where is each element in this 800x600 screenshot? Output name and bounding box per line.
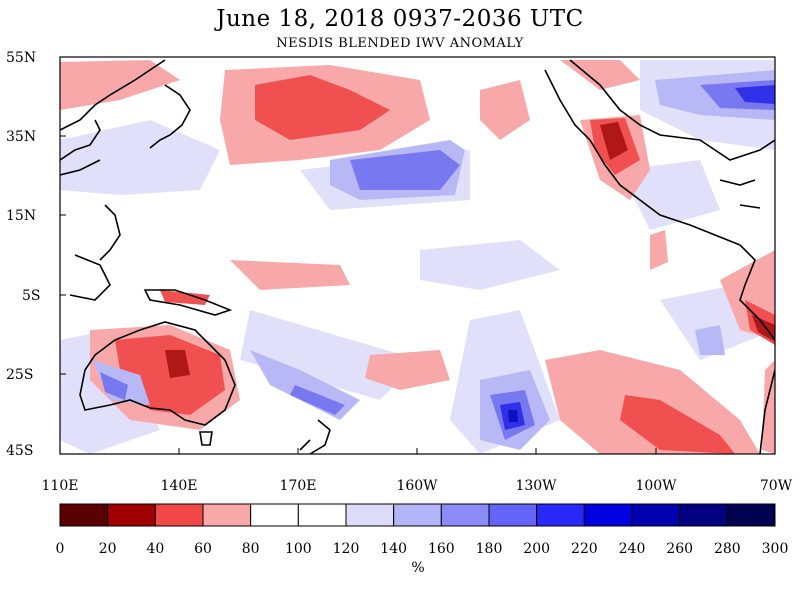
coastline-australia (79, 321, 236, 426)
anomaly-region (350, 150, 460, 190)
anomaly-region (735, 85, 775, 104)
colorbar-tick: 280 (713, 541, 741, 557)
colorbar-tick: 140 (380, 541, 408, 557)
colorbar-tick: 180 (475, 541, 503, 557)
colorbar-tick: 260 (666, 541, 694, 557)
coastline-south-america (739, 244, 775, 454)
colorbar-tick: 200 (523, 541, 551, 557)
coastline-asia (60, 59, 166, 176)
lat-label: 45S (6, 443, 34, 459)
colorbar-tick: 0 (55, 541, 65, 557)
anomaly-field (60, 60, 775, 454)
colorbar-tick: 20 (98, 541, 117, 557)
anomaly-region (752, 315, 775, 342)
colorbar-tick: 60 (194, 541, 212, 557)
lon-label: 160W (396, 478, 438, 494)
anomaly-region (620, 395, 735, 454)
anomaly-region (230, 260, 350, 290)
anomaly-region (60, 60, 180, 110)
anomaly-region (365, 350, 450, 390)
colorbar-unit: % (411, 560, 425, 576)
anomaly-region (600, 122, 628, 160)
lon-label: 130W (515, 478, 557, 494)
lat-label: 25S (6, 367, 34, 383)
coastline-caribbean (719, 179, 761, 209)
anomaly-region (60, 120, 220, 195)
anomaly-region (160, 290, 210, 305)
anomaly-region (695, 325, 725, 355)
anomaly-region (420, 240, 560, 290)
coastlines (60, 59, 775, 454)
colorbar-tick: 160 (427, 541, 455, 557)
lat-label: 55N (6, 50, 37, 66)
lon-label: 140E (160, 478, 198, 494)
map-title: June 18, 2018 0937-2036 UTC (216, 6, 584, 32)
lon-label: 170E (279, 478, 317, 494)
anomaly-region (165, 350, 190, 378)
colorbar-tick: 240 (618, 541, 646, 557)
lat-label: 15N (6, 208, 37, 224)
coastline-philippines (99, 204, 121, 261)
lat-label: 35N (6, 129, 37, 145)
coastline-tasmania (199, 431, 213, 446)
anomaly-region (650, 230, 668, 270)
coastline-new-guinea (143, 289, 233, 316)
colorbar-tick: 220 (570, 541, 598, 557)
coastline-borneo (69, 254, 111, 301)
anomaly-region (290, 385, 345, 415)
colorbar-tick: 120 (332, 541, 360, 557)
anomaly-region (255, 75, 390, 140)
axis-ticks (59, 56, 776, 455)
colorbar-tick: 100 (284, 541, 312, 557)
anomaly-region (508, 410, 518, 422)
anomaly-region (480, 80, 530, 140)
colorbar-tick: 40 (146, 541, 165, 557)
lon-label: 100W (635, 478, 677, 494)
colorbar-tick: 300 (761, 541, 789, 557)
lon-label: 70W (759, 478, 793, 494)
colorbar-tick: 80 (241, 541, 260, 557)
coastline-japan (149, 84, 191, 149)
coastline-new-zealand (299, 419, 331, 454)
coastline-north-america (544, 59, 775, 246)
anomaly-region (100, 372, 128, 400)
lat-label: 5S (22, 288, 41, 304)
lon-label: 110E (41, 478, 79, 494)
map-subtitle: NESDIS BLENDED IWV ANOMALY (276, 36, 524, 51)
